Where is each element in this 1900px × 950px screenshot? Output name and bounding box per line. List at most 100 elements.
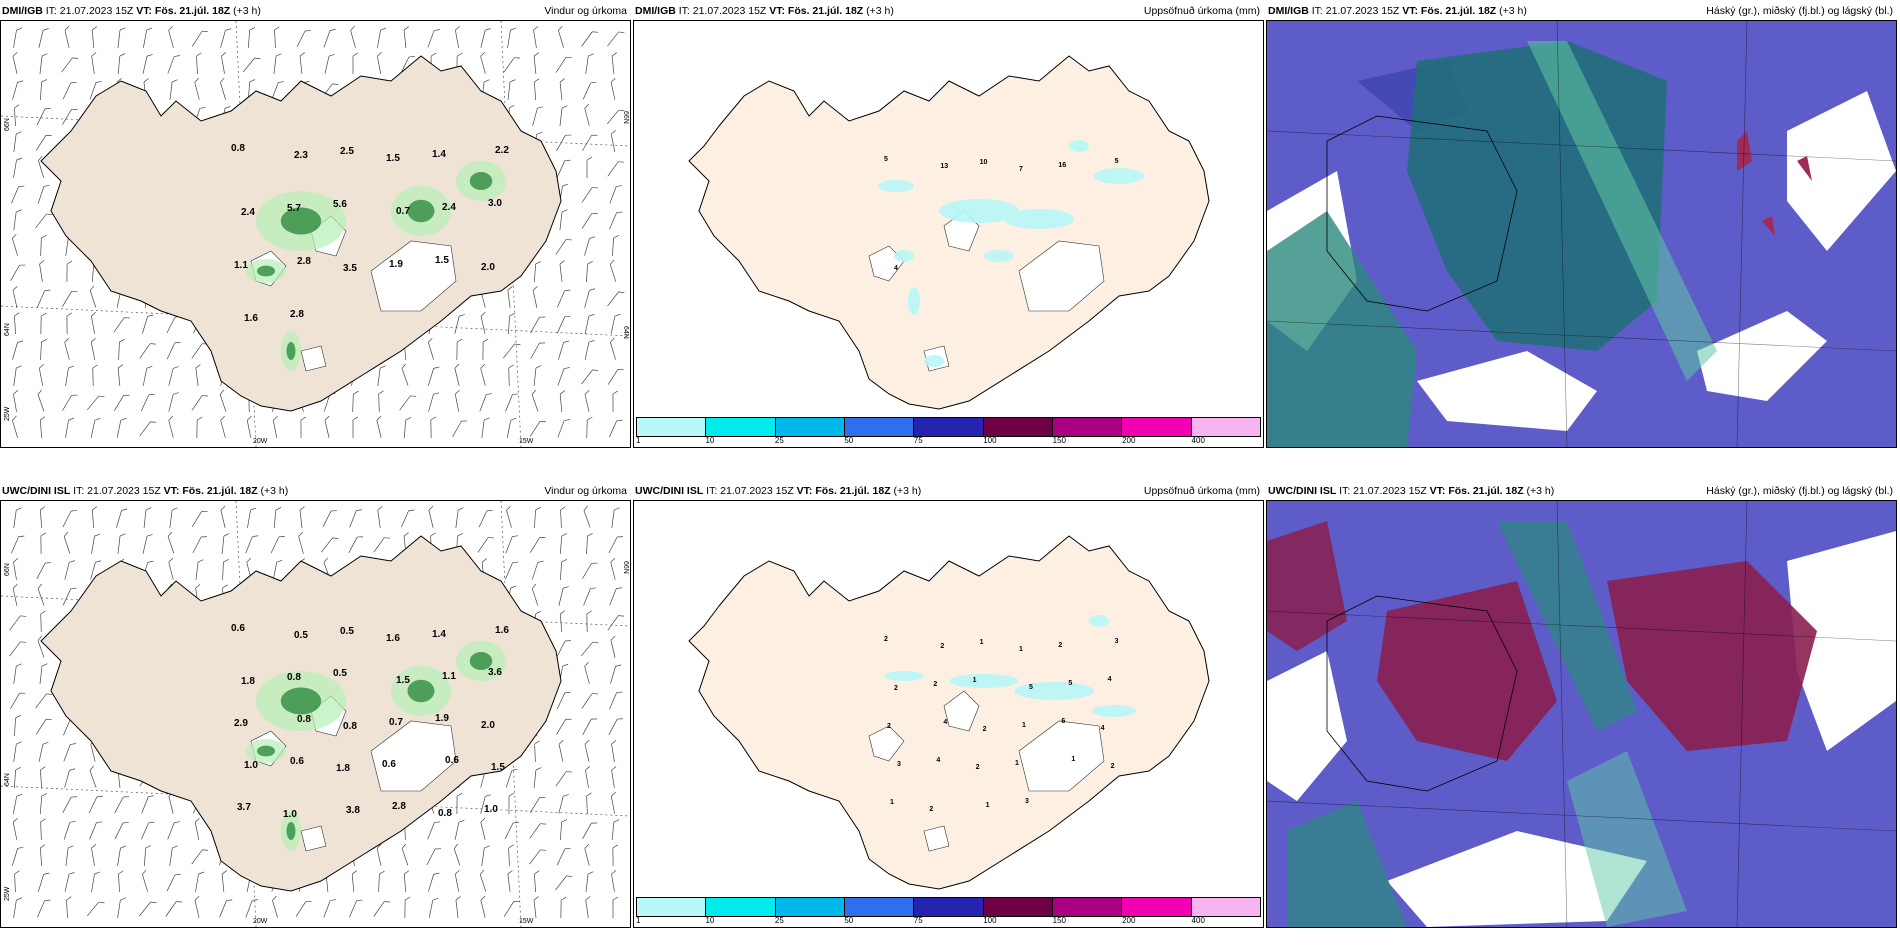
colorbar-cell <box>844 418 915 436</box>
wind-barb <box>90 337 96 360</box>
wind-barb <box>35 135 52 151</box>
colorbar-tick-label: 25 <box>774 436 784 445</box>
wind-barb <box>479 393 493 412</box>
colorbar-tick-label: 150 <box>1052 436 1067 445</box>
wind-barb <box>11 535 25 554</box>
wind-barb <box>273 53 282 74</box>
colorbar-tick-label: 1 <box>636 436 641 445</box>
wind-barb <box>377 365 386 386</box>
colorbar-tick-label: 400 <box>1191 916 1205 925</box>
wind-barb <box>247 27 256 48</box>
wind-barb <box>191 849 209 865</box>
value-label: 3 <box>1025 798 1029 805</box>
wind-barb <box>584 288 596 308</box>
colorbar-cell <box>983 898 1053 916</box>
wind-barb <box>556 691 571 710</box>
wind-barb <box>455 896 461 918</box>
lon-label-20: 20W <box>253 918 268 925</box>
wind-barb <box>349 509 363 528</box>
wind-barb <box>40 234 47 257</box>
wind-barb <box>504 822 519 840</box>
wind-barb <box>273 507 282 528</box>
value-label: 5 <box>1029 684 1033 691</box>
wind-barb <box>559 105 568 126</box>
wind-barb <box>481 845 490 866</box>
wind-barb <box>582 822 598 840</box>
model-name: UWC/DINI ISL <box>2 485 71 497</box>
wind-barb <box>482 338 489 361</box>
value-label: 2.2 <box>495 145 509 156</box>
wind-barb <box>12 80 24 100</box>
wind-barb <box>529 421 546 437</box>
value-label: 3.6 <box>488 667 502 678</box>
wind-barb <box>274 26 280 49</box>
wind-barb <box>453 843 461 866</box>
colorbar-ticks: 1 10 25 50 75 100 150 200 400 <box>636 436 1261 446</box>
value-label: 1 <box>986 802 990 809</box>
wind-barb <box>558 586 569 606</box>
precip-core <box>469 172 493 190</box>
wind-barb <box>10 692 26 709</box>
wind-barb <box>507 79 516 100</box>
wind-barb <box>533 365 542 386</box>
wind-barb <box>533 896 539 918</box>
panel-title: Uppsöfnuð úrkoma (mm) <box>1143 485 1260 497</box>
panel-title: Vindur og úrkoma <box>544 485 627 497</box>
wind-barb <box>582 562 598 579</box>
wind-barb <box>376 843 382 866</box>
value-label: 3.5 <box>343 263 357 274</box>
wind-barb <box>586 610 592 633</box>
wind-barb <box>166 316 181 334</box>
value-label: 1 <box>1071 756 1075 763</box>
wind-barb <box>88 796 103 814</box>
wind-barb <box>586 261 593 283</box>
wind-barb <box>12 817 18 840</box>
colorbar-tick-label: 1 <box>636 916 641 925</box>
lon-label-25: 25W <box>4 406 11 421</box>
wind-barb <box>167 55 180 74</box>
wind-barb <box>62 587 77 606</box>
wind-barb <box>91 871 100 892</box>
lon-label-15: 15W <box>519 438 534 445</box>
wind-barb <box>533 767 542 788</box>
wind-barb <box>194 77 200 100</box>
lead-time: (+3 h) <box>1499 5 1527 17</box>
panel-header: DMI/IGB IT: 21.07.2023 15Z VT: Fös. 21.j… <box>1268 3 1893 19</box>
wind-barb <box>585 53 594 74</box>
wind-barb <box>142 869 148 892</box>
lead-time: (+3 h) <box>866 5 894 17</box>
wind-barb <box>609 259 617 282</box>
wind-barb <box>480 895 486 918</box>
precip-core <box>257 265 275 277</box>
wind-barb <box>61 108 78 125</box>
value-label: 3 <box>897 761 901 768</box>
wind-barb <box>323 899 336 918</box>
wind-barb <box>39 53 48 74</box>
wind-barb <box>37 184 50 204</box>
value-label: 5 <box>1068 680 1072 687</box>
colorbar-tick-label: 50 <box>844 916 854 925</box>
wind-barb <box>480 28 491 48</box>
wind-barb <box>581 693 598 709</box>
wind-barb <box>582 718 598 736</box>
wind-barb <box>117 53 126 74</box>
wind-barb <box>559 533 568 554</box>
wind-barb <box>118 870 124 893</box>
wind-barb <box>64 560 75 580</box>
wind-barb <box>166 341 181 360</box>
wind-barb <box>581 369 599 385</box>
wind-barb <box>91 26 98 48</box>
wind-barb <box>12 233 18 256</box>
wind-barb <box>13 793 23 814</box>
lat-label-64: 64N <box>4 323 11 336</box>
wind-barb <box>556 847 571 866</box>
wind-barb <box>12 285 18 308</box>
panel-uwc-accum: UWC/DINI ISL IT: 21.07.2023 15Z VT: Fös.… <box>633 480 1264 928</box>
valid-time: VT: Fös. 21.júl. 18Z <box>136 5 231 17</box>
wind-barb <box>454 363 460 386</box>
value-label: 1.5 <box>396 675 410 686</box>
colorbar-cell <box>1122 898 1192 916</box>
value-label: 1.4 <box>432 629 446 640</box>
wind-barb <box>611 740 617 762</box>
wind-barb <box>40 766 46 789</box>
